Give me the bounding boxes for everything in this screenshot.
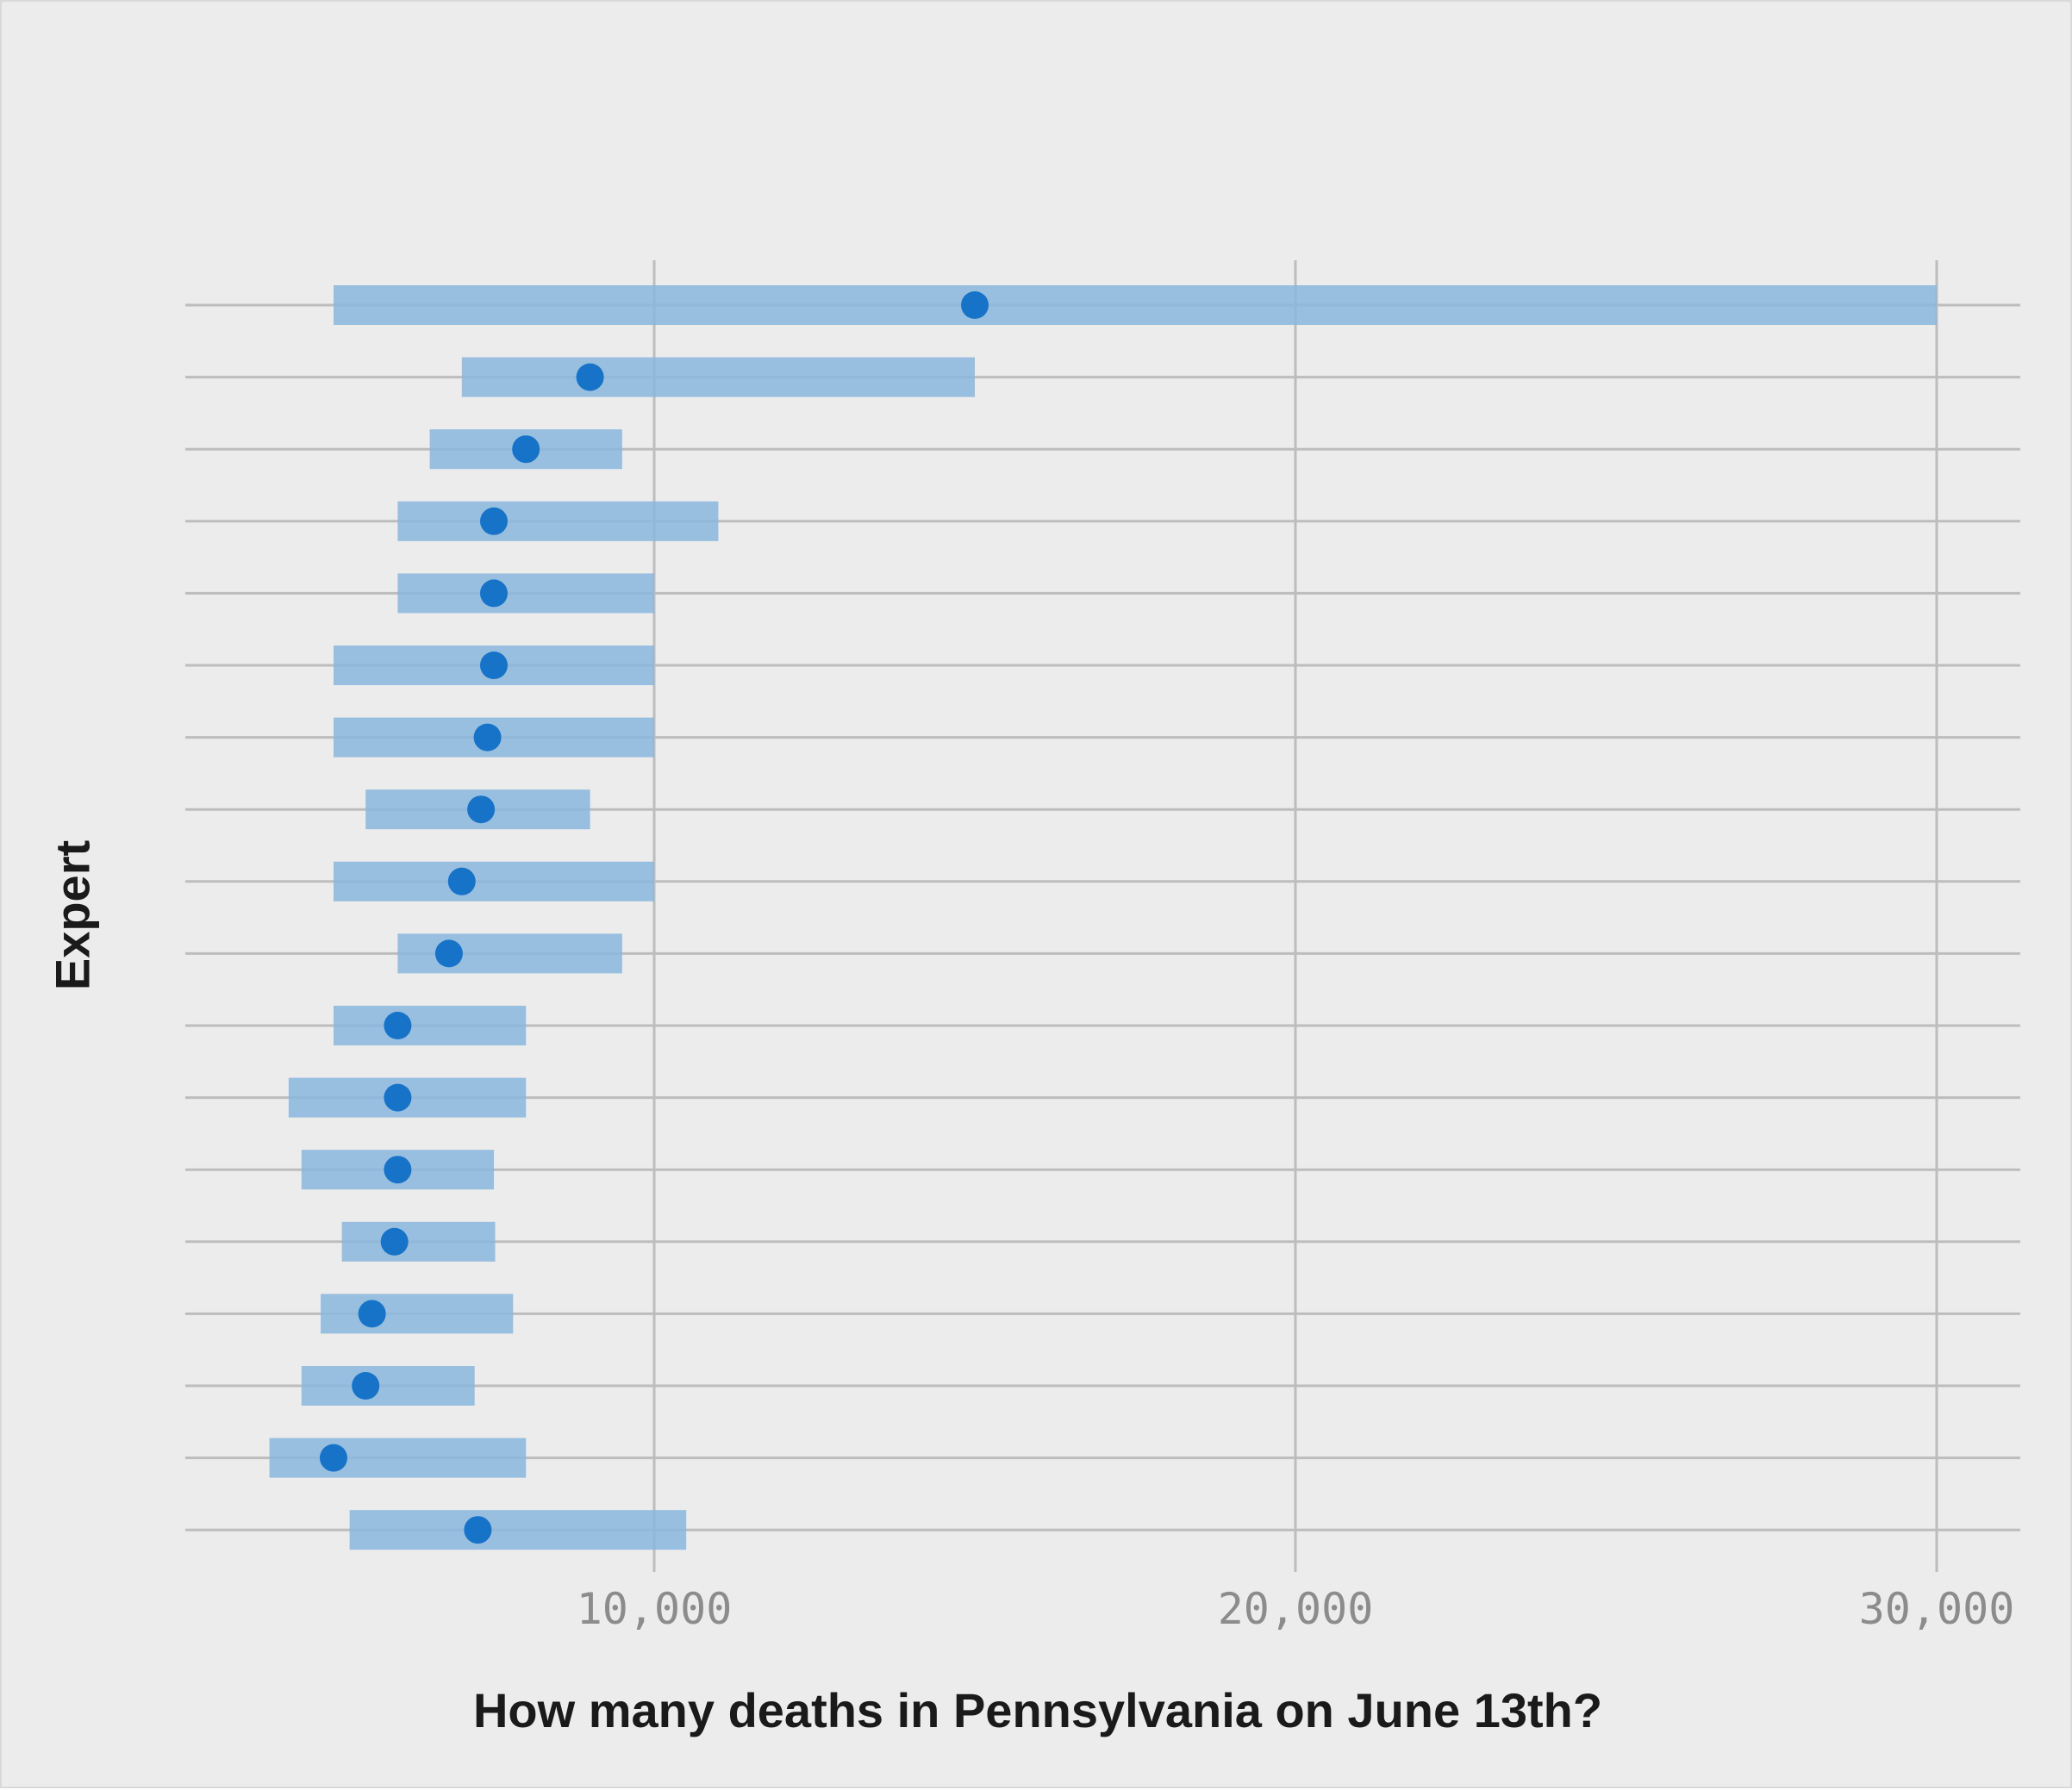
median-point [384, 1012, 412, 1039]
median-point [480, 507, 508, 535]
range-bar [341, 1221, 496, 1262]
median-point [384, 1083, 412, 1112]
x-tick-label: 10,000 [577, 1584, 733, 1634]
median-point [464, 1516, 492, 1544]
y-axis-label: Expert [45, 839, 100, 991]
range-bar [334, 1006, 527, 1045]
median-points [320, 291, 989, 1544]
median-point [512, 435, 540, 464]
x-axis-label: How many deaths in Pennsylvania on June … [472, 1683, 1603, 1737]
range-bar [397, 501, 719, 541]
range-bar [301, 1366, 475, 1406]
median-point [320, 1444, 347, 1472]
median-point [358, 1300, 386, 1328]
range-bar [349, 1510, 687, 1550]
vertical-gridlines [652, 260, 1938, 1572]
x-axis-tick-labels: 10,000 20,000 30,000 [577, 1584, 2015, 1634]
median-point [447, 867, 476, 895]
range-bar [269, 1438, 527, 1478]
x-tick-label: 20,000 [1218, 1584, 1374, 1634]
range-bar [397, 573, 654, 614]
median-point [473, 723, 502, 752]
median-point [961, 291, 989, 319]
range-bar [397, 933, 622, 974]
range-bar [334, 861, 654, 901]
median-point [384, 1156, 412, 1184]
median-point [467, 795, 496, 824]
median-point [576, 363, 604, 391]
range-bar [461, 357, 975, 397]
range-bar [321, 1294, 514, 1334]
median-point [380, 1227, 409, 1256]
range-bar [334, 285, 1937, 325]
median-point [352, 1372, 380, 1400]
horizontal-gridlines [185, 303, 2020, 1531]
median-point [480, 652, 508, 679]
x-tick-label: 30,000 [1859, 1584, 2015, 1634]
median-point [434, 939, 463, 968]
range-bars [269, 285, 1937, 1550]
median-point [480, 579, 508, 608]
